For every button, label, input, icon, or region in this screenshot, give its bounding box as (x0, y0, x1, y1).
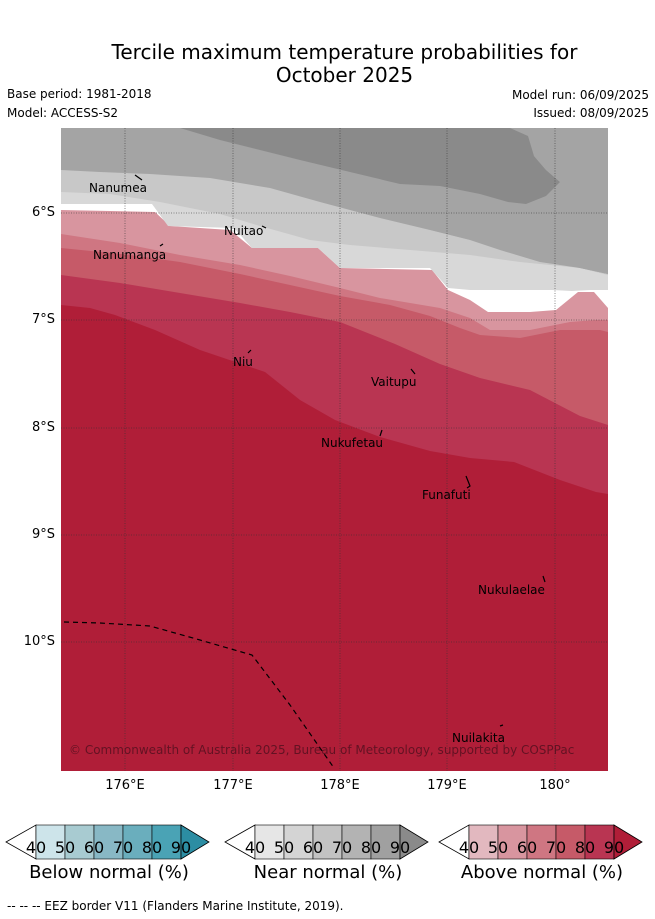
colorbar-below-tick: 80 (141, 838, 163, 857)
model-name: Model: ACCESS-S2 (7, 106, 119, 120)
lon-label-179e: 179°E (427, 778, 467, 793)
place-nukufetau: Nukufetau (321, 436, 383, 450)
title-line-1: Tercile maximum temperature probabilitie… (111, 40, 578, 64)
colorbar-near-title: Near normal (%) (253, 862, 403, 883)
graticule (61, 128, 608, 771)
colorbar-above-tick: 70 (545, 838, 567, 857)
colorbar-below-normal (5, 824, 210, 860)
colorbar-near-segment (341, 824, 372, 860)
colorbar-below-segment (93, 824, 124, 860)
colorbar-near-segment (370, 824, 401, 860)
colorbar-below-tick: 40 (25, 838, 47, 857)
colorbar-above-segment (584, 824, 615, 860)
colorbar-above-tick: 90 (603, 838, 625, 857)
colorbar-below-segment (35, 824, 66, 860)
colorbar-above-title: Above normal (%) (460, 862, 624, 883)
place-vaitupu: Vaitupu (371, 375, 417, 389)
place-niu: Niu (233, 355, 253, 369)
map-title: Tercile maximum temperature probabilitie… (0, 41, 655, 87)
colorbar-near-over-triangle (399, 824, 429, 860)
nanumanga-island-icon (159, 243, 164, 247)
colorbar-above-tick: 80 (574, 838, 596, 857)
colorbar-near-tick: 50 (273, 838, 295, 857)
colorbar-near-segment (312, 824, 343, 860)
colorbar-near-tick: 90 (389, 838, 411, 857)
nuitao-island-icon (261, 225, 267, 229)
colorbar-above-over-triangle (613, 824, 643, 860)
place-nanumea: Nanumea (89, 181, 147, 195)
colorbar-below-tick: 60 (83, 838, 105, 857)
band-near-70-east (528, 128, 608, 274)
lon-label-176e: 176°E (105, 778, 145, 793)
model-run: Model run: 06/09/2025 (511, 88, 649, 102)
colorbar-below-segment (64, 824, 95, 860)
map-plot: Nanumea Nuitao Nanumanga Niu Vaitupu Nuk… (61, 128, 608, 771)
eez-border (63, 621, 335, 769)
nukulaelae-island-icon (542, 575, 546, 583)
colorbar-above-tick: 40 (458, 838, 480, 857)
lat-label-10s: 10°S (23, 634, 55, 649)
nanumea-island-icon (134, 174, 143, 181)
colorbar-below-tick: 90 (170, 838, 192, 857)
lat-label-7s: 7°S (31, 312, 55, 327)
colorbar-near-tick: 80 (360, 838, 382, 857)
funafuti-island-icon (465, 475, 471, 489)
colorbar-near-normal (224, 824, 429, 860)
title-line-2: October 2025 (275, 63, 414, 87)
colorbar-below-tick: 50 (54, 838, 76, 857)
band-near-80 (180, 128, 560, 204)
lon-label-180: 180° (539, 778, 571, 793)
colorbar-above-segment (526, 824, 557, 860)
colorbar-below-segment (122, 824, 153, 860)
place-nuitao: Nuitao (224, 224, 263, 238)
copyright-notice: © Commonwealth of Australia 2025, Bureau… (69, 743, 574, 757)
nuilakita-island-icon (499, 724, 504, 727)
colorbar-above-segment (468, 824, 499, 860)
nukufetau-island-icon (379, 429, 383, 437)
issued-date: Issued: 08/09/2025 (533, 106, 649, 120)
niu-island-icon (247, 349, 252, 354)
colorbar-above-tick: 50 (487, 838, 509, 857)
colorbar-below-tick: 70 (112, 838, 134, 857)
colorbar-above-segment (497, 824, 528, 860)
place-nanumanga: Nanumanga (93, 248, 166, 262)
colorbar-above-normal (438, 824, 643, 860)
colorbar-above-tick: 60 (516, 838, 538, 857)
island-markers (134, 174, 546, 727)
colorbar-below-over-triangle (180, 824, 210, 860)
lon-label-177e: 177°E (213, 778, 253, 793)
colorbar-near-tick: 60 (302, 838, 324, 857)
place-funafuti: Funafuti (422, 488, 471, 502)
base-period: Base period: 1981-2018 (7, 87, 152, 101)
place-nukulaelae: Nukulaelae (478, 583, 545, 597)
colorbar-near-segment (283, 824, 314, 860)
colorbar-near-tick: 70 (331, 838, 353, 857)
lat-label-6s: 6°S (31, 205, 55, 220)
colorbar-below-segment (151, 824, 182, 860)
place-nuilakita: Nuilakita (452, 731, 505, 745)
colorbar-below-title: Below normal (%) (29, 862, 189, 883)
colorbar-near-tick: 40 (244, 838, 266, 857)
eez-footnote: -- -- -- EEZ border V11 (Flanders Marine… (7, 899, 344, 913)
lon-label-178e: 178°E (320, 778, 360, 793)
lat-label-8s: 8°S (31, 420, 55, 435)
lat-label-9s: 9°S (31, 527, 55, 542)
vaitupu-island-icon (410, 368, 416, 375)
